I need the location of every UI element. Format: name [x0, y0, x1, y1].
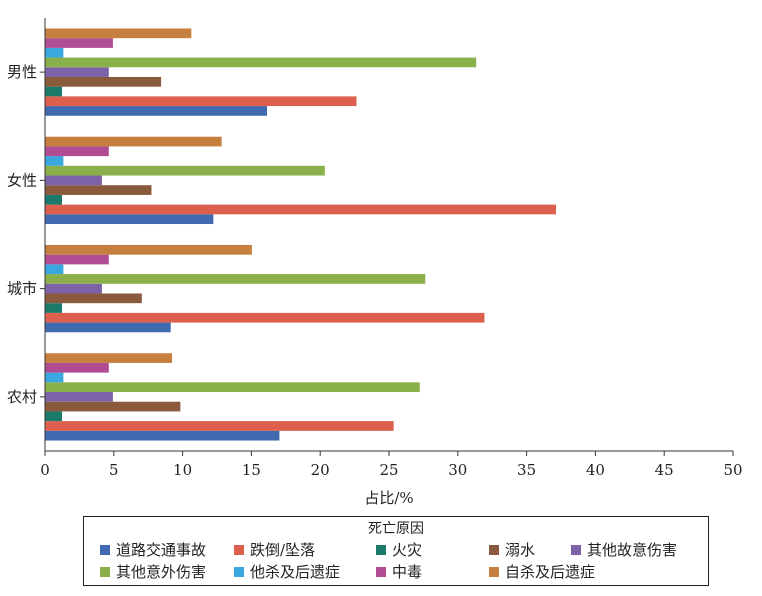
legend-swatch	[571, 544, 581, 555]
legend-title: 死亡原因	[368, 521, 424, 537]
bar-0-2	[45, 86, 63, 97]
x-tick-label: 20	[311, 461, 330, 479]
bar-0-8	[45, 28, 192, 39]
legend-item: 火灾	[376, 539, 422, 560]
x-axis-ticks: 0 5 10 15 20 25 30 35 40 45 50	[40, 451, 743, 479]
x-axis-label: 占比/%	[364, 489, 413, 507]
legend-label: 道路交通事故	[116, 541, 207, 559]
bar-3-4	[45, 392, 113, 402]
bar-3-1	[45, 421, 394, 431]
bar-0-7	[45, 38, 113, 48]
legend-label: 其他故意伤害	[587, 541, 678, 559]
bar-0-0	[45, 106, 268, 116]
bar-2-2	[45, 303, 63, 313]
bar-0-3	[45, 76, 162, 87]
bar-2-3	[45, 293, 142, 304]
bar-2-8	[45, 244, 252, 255]
x-tick-label: 40	[586, 461, 605, 479]
legend-swatch	[376, 544, 386, 555]
bar-3-5	[45, 382, 420, 393]
x-tick-label: 30	[448, 461, 467, 479]
x-tick-label: 45	[655, 461, 674, 479]
y-tick-label: 城市	[7, 280, 37, 298]
bar-3-3	[45, 401, 181, 412]
x-tick-label: 25	[379, 461, 398, 479]
bar-2-0	[45, 322, 171, 333]
legend-label: 其他意外伤害	[116, 563, 207, 581]
bars-group	[45, 28, 556, 441]
x-tick-label: 10	[173, 461, 192, 479]
bar-1-0	[45, 214, 214, 225]
bar-2-5	[45, 274, 426, 284]
bar-1-5	[45, 165, 325, 176]
bar-0-6	[45, 47, 64, 58]
legend-label: 中毒	[392, 563, 423, 581]
bar-0-4	[45, 67, 109, 77]
bar-2-7	[45, 254, 109, 265]
bar-3-0	[45, 430, 280, 441]
y-tick-label: 女性	[7, 171, 37, 189]
bar-0-5	[45, 57, 477, 68]
bar-1-6	[45, 156, 64, 166]
legend-swatch	[234, 544, 244, 555]
x-tick-label: 5	[109, 461, 119, 479]
legend-item: 自杀及后遗症	[489, 561, 595, 582]
bar-3-6	[45, 372, 64, 383]
legend-item: 溺水	[489, 539, 535, 560]
legend-item: 道路交通事故	[100, 539, 206, 560]
bar-1-4	[45, 175, 102, 186]
legend-swatch	[376, 566, 386, 577]
legend-item: 他杀及后遗症	[234, 561, 340, 582]
legend-swatch	[100, 544, 110, 555]
bar-1-3	[45, 185, 152, 195]
legend-item: 中毒	[376, 561, 422, 582]
bar-1-2	[45, 194, 63, 205]
legend-swatch	[489, 544, 499, 555]
x-tick-label: 0	[40, 461, 50, 479]
legend-label: 跌倒/坠落	[250, 541, 316, 559]
legend-swatch	[234, 566, 244, 577]
legend-item: 跌倒/坠落	[234, 539, 315, 560]
bar-2-1	[45, 312, 485, 323]
legend-label: 溺水	[505, 541, 536, 559]
legend-label: 火灾	[392, 541, 423, 559]
bar-3-7	[45, 362, 109, 373]
y-tick-label: 男性	[7, 63, 37, 81]
legend-swatch	[489, 566, 499, 577]
legend-label: 自杀及后遗症	[505, 563, 596, 581]
legend-swatch	[100, 566, 110, 577]
x-tick-label: 50	[723, 461, 742, 479]
legend-item: 其他故意伤害	[571, 539, 677, 560]
bar-2-6	[45, 264, 64, 275]
bar-1-1	[45, 204, 556, 215]
bar-1-8	[45, 136, 222, 147]
legend-item: 其他意外伤害	[100, 561, 206, 582]
bar-0-1	[45, 96, 357, 107]
legend-label: 他杀及后遗症	[250, 563, 341, 581]
x-tick-label: 15	[242, 461, 261, 479]
bar-1-7	[45, 146, 109, 157]
x-tick-label: 35	[517, 461, 536, 479]
bar-3-2	[45, 411, 63, 422]
bar-2-4	[45, 283, 102, 294]
y-tick-label: 农村	[7, 388, 37, 406]
bar-3-8	[45, 353, 173, 363]
legend: 死亡原因 道路交通事故 跌倒/坠落 火灾 溺水 其他故意伤害其他意外伤害 他杀及后遗症 中毒…	[83, 516, 709, 586]
